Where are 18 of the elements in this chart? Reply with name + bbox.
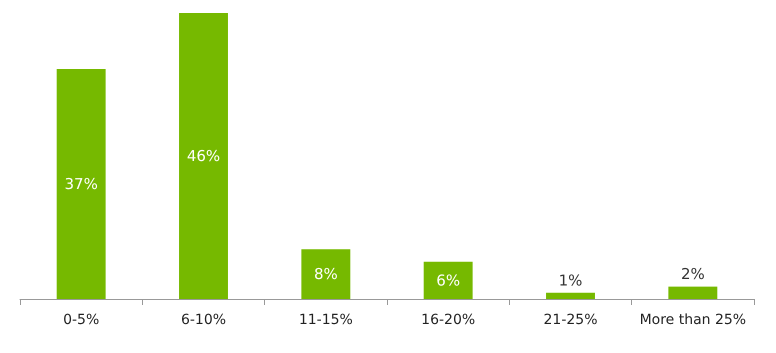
bar bbox=[424, 262, 473, 299]
data-label: 8% bbox=[314, 265, 338, 284]
bar bbox=[179, 13, 228, 299]
x-tick-label: 11-15% bbox=[298, 312, 353, 328]
data-label: 37% bbox=[64, 174, 98, 193]
x-tick-label: 21-25% bbox=[544, 312, 598, 328]
x-tick-label: More than 25% bbox=[640, 312, 746, 328]
data-label: 46% bbox=[186, 147, 220, 165]
bar bbox=[301, 249, 350, 299]
x-tick-label: 0-5% bbox=[63, 312, 100, 328]
data-label: 6% bbox=[436, 271, 460, 290]
data-label: 2% bbox=[680, 265, 705, 284]
bar bbox=[56, 68, 106, 299]
bar bbox=[668, 286, 718, 299]
x-tick-label: 16-20% bbox=[421, 312, 476, 328]
bar bbox=[546, 292, 595, 299]
data-label: 1% bbox=[558, 271, 582, 290]
x-tick-label: 6-10% bbox=[180, 312, 226, 328]
